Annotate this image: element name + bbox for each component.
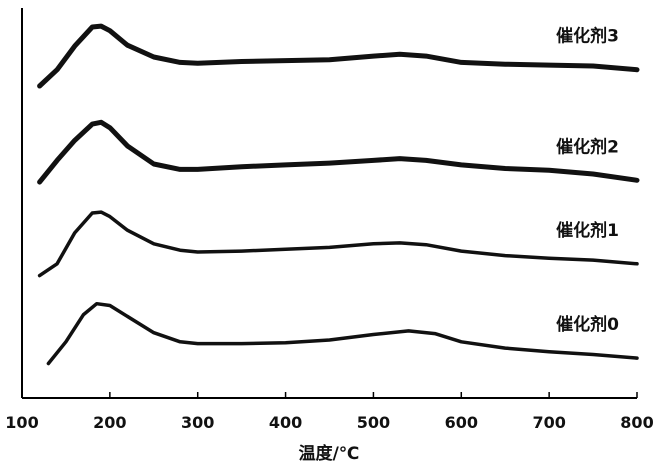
series-line bbox=[46, 301, 639, 366]
axes: 100 200 300 400 500 600 700 800 bbox=[5, 8, 654, 432]
series-line bbox=[37, 23, 640, 89]
x-tick-label: 100 bbox=[5, 413, 38, 432]
series-label: 催化剂0 bbox=[556, 314, 619, 335]
series-label: 催化剂1 bbox=[556, 220, 619, 241]
labels-group: 催化剂3 催化剂2 催化剂1 催化剂0 bbox=[556, 26, 619, 335]
x-axis-title: 温度/℃ bbox=[299, 443, 360, 464]
x-tick-label: 300 bbox=[181, 413, 214, 432]
series-label: 催化剂3 bbox=[556, 26, 619, 47]
series-group bbox=[37, 23, 640, 366]
series-line bbox=[37, 119, 640, 185]
x-tick-label: 200 bbox=[93, 413, 126, 432]
x-tick-label: 600 bbox=[445, 413, 478, 432]
series-line bbox=[37, 210, 639, 278]
x-tick-label: 500 bbox=[357, 413, 390, 432]
series-label: 催化剂2 bbox=[556, 136, 619, 157]
x-tick-label: 700 bbox=[532, 413, 565, 432]
x-tick-label: 800 bbox=[620, 413, 653, 432]
x-tick-label: 400 bbox=[269, 413, 302, 432]
